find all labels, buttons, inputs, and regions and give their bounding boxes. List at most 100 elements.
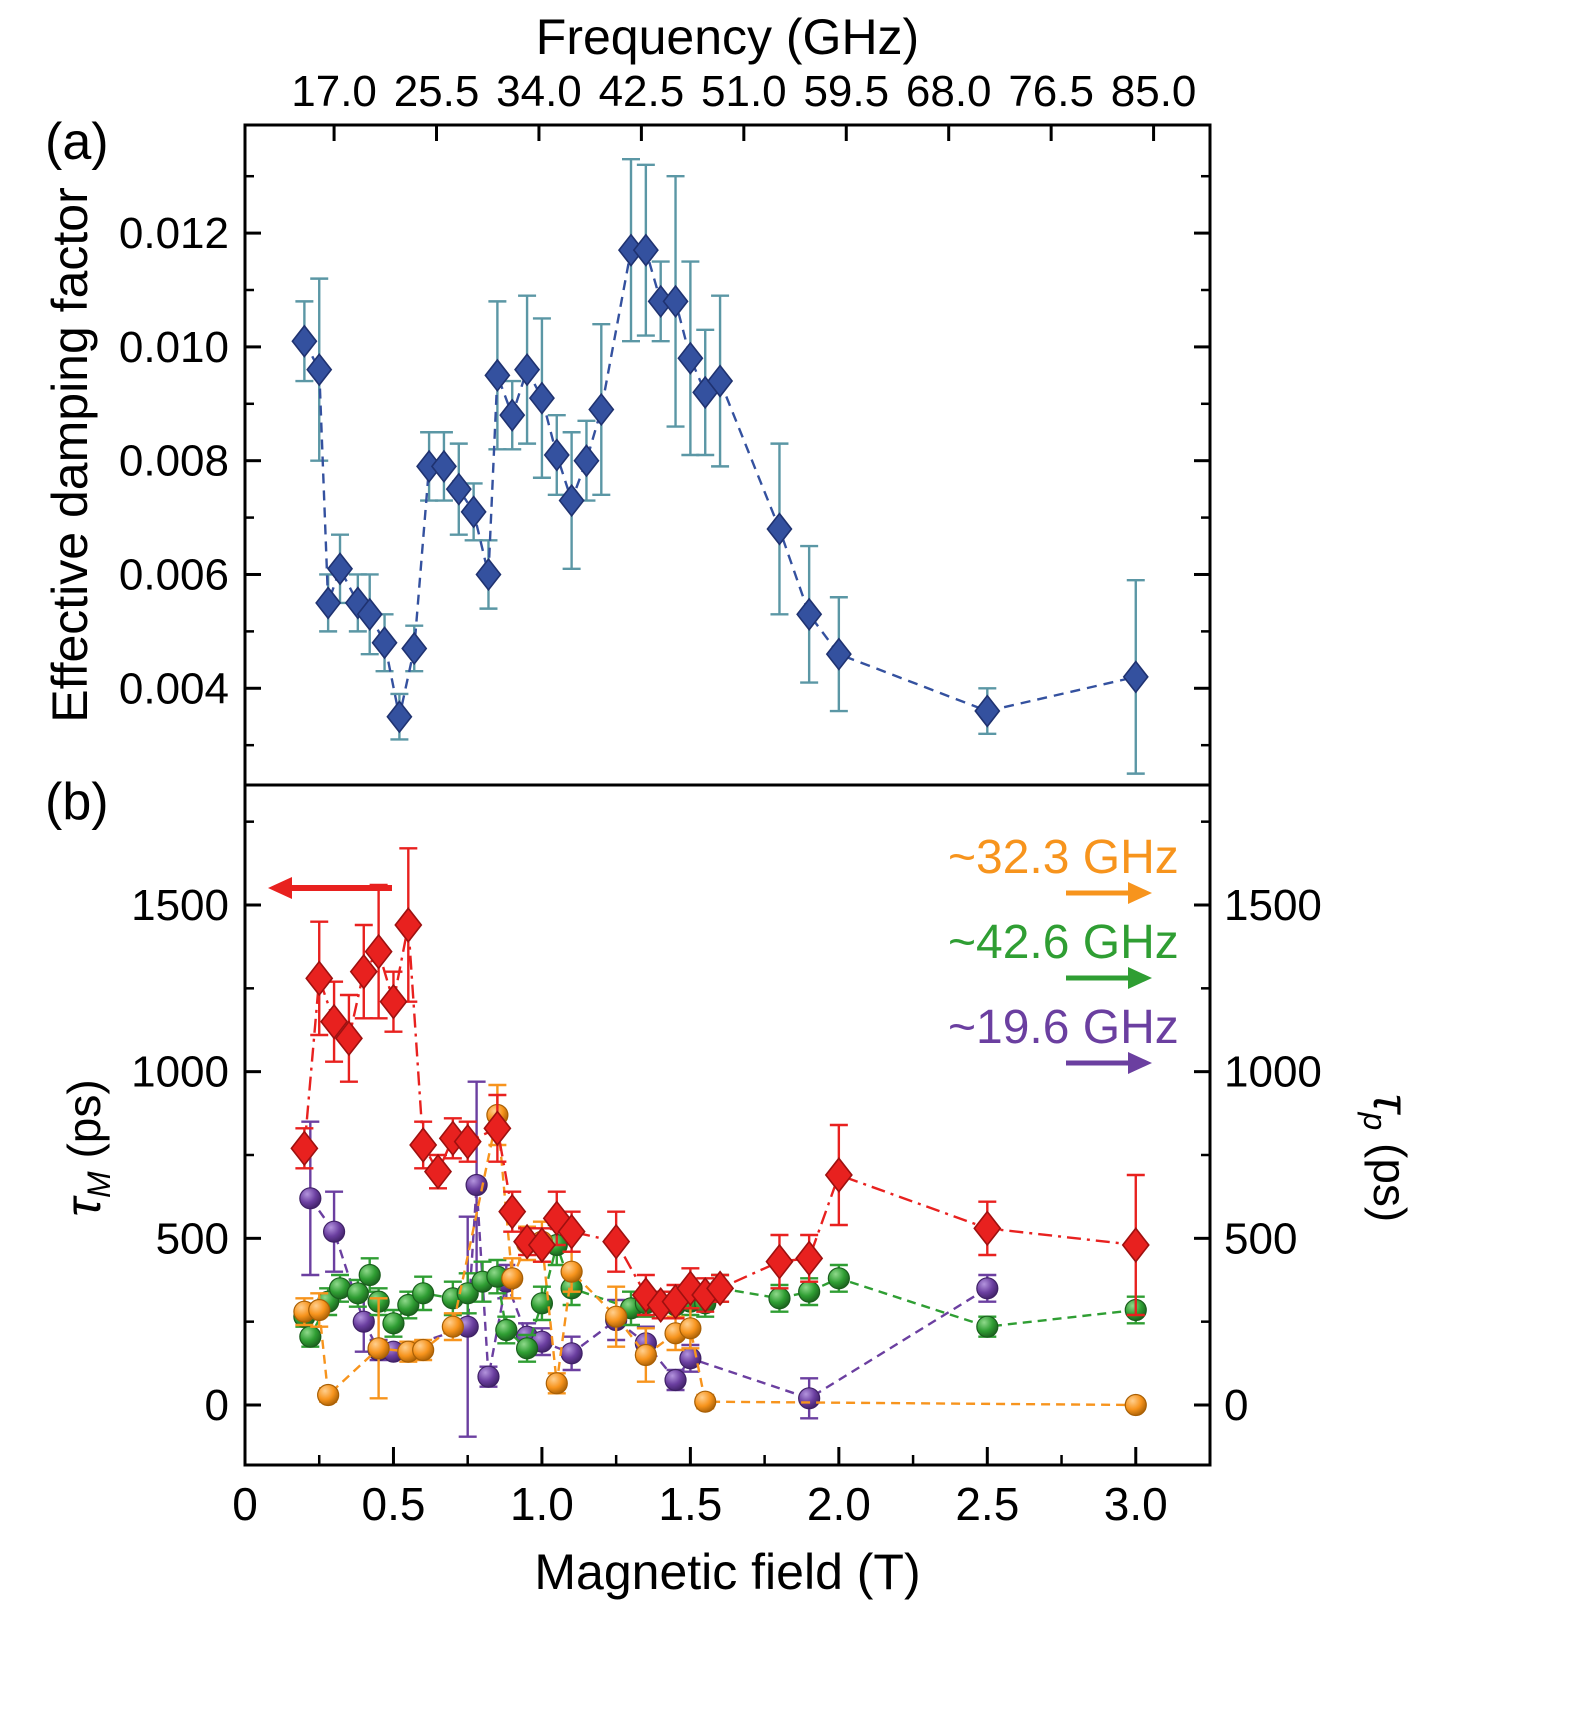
svg-text:1000: 1000 bbox=[1224, 1048, 1322, 1097]
axes bbox=[243, 125, 1212, 1465]
svg-text:500: 500 bbox=[156, 1214, 229, 1263]
tau-units: (ps) bbox=[58, 1079, 110, 1172]
markers bbox=[291, 233, 1149, 734]
sphere-marker bbox=[679, 1317, 702, 1340]
sphere-marker bbox=[299, 1187, 322, 1210]
series-effective-damping bbox=[291, 157, 1149, 775]
svg-text:2.0: 2.0 bbox=[807, 1478, 871, 1530]
series-line bbox=[303, 1240, 1136, 1351]
diamond-marker bbox=[632, 233, 659, 267]
series-line bbox=[309, 1184, 988, 1400]
legend-arrow-19ghz bbox=[1066, 1052, 1152, 1074]
tau-m-axis-arrow bbox=[268, 877, 392, 899]
sphere-marker bbox=[352, 1310, 375, 1333]
svg-text:0: 0 bbox=[1224, 1381, 1248, 1430]
tau-symbol: τ bbox=[55, 1197, 111, 1217]
diamond-marker bbox=[349, 953, 378, 990]
markers bbox=[293, 1103, 1147, 1417]
sphere-marker bbox=[515, 1337, 539, 1360]
legend-item-19ghz: ~19.6 GHz bbox=[948, 1001, 1179, 1054]
error-bars bbox=[301, 1080, 997, 1438]
panel-b-left-ylabel: τM (ps) bbox=[54, 1079, 118, 1216]
tick-labels: 17.0 25.5 34.0 42.5 51.0 59.5 68.0 76.5 85.0 0.00… bbox=[119, 67, 1322, 1530]
panel-a-ylabel: Effective damping factor bbox=[42, 187, 98, 723]
svg-text:0.008: 0.008 bbox=[119, 437, 229, 486]
legend-arrow-32ghz bbox=[1066, 882, 1152, 904]
diamond-marker bbox=[498, 1193, 527, 1230]
diamond-marker bbox=[795, 1240, 824, 1277]
svg-text:0: 0 bbox=[232, 1478, 258, 1530]
diamond-marker bbox=[558, 483, 585, 518]
diamond-marker bbox=[1122, 660, 1149, 694]
diamond-marker bbox=[528, 381, 555, 415]
tau-subscript: M bbox=[81, 1171, 117, 1198]
svg-text:0.010: 0.010 bbox=[119, 323, 229, 372]
series-line bbox=[303, 924, 1136, 1307]
tau-units: (ps) bbox=[1364, 1130, 1416, 1223]
diamond-marker bbox=[499, 398, 526, 432]
sphere-marker bbox=[560, 1342, 583, 1365]
diamond-marker bbox=[430, 449, 457, 484]
tau-symbol: τ bbox=[1363, 1093, 1419, 1113]
diamond-marker bbox=[1121, 1227, 1150, 1263]
sphere-marker bbox=[694, 1390, 717, 1413]
diamond-marker bbox=[602, 1223, 631, 1260]
sphere-marker bbox=[976, 1277, 999, 1300]
svg-text:59.5: 59.5 bbox=[803, 67, 889, 116]
legend-item-42ghz: ~42.6 GHz bbox=[948, 916, 1179, 969]
series-tau-p-19 bbox=[299, 1080, 999, 1438]
svg-text:0.012: 0.012 bbox=[119, 209, 229, 258]
diamond-marker bbox=[326, 552, 354, 586]
diamond-marker bbox=[394, 907, 423, 943]
diamond-marker bbox=[423, 1153, 453, 1190]
panel-b-frame bbox=[243, 783, 1212, 1467]
sphere-marker bbox=[358, 1263, 381, 1287]
diamond-marker bbox=[475, 557, 502, 592]
diamond-marker bbox=[379, 983, 408, 1020]
diamond-marker bbox=[527, 1227, 556, 1263]
panel-b-label: (b) bbox=[45, 773, 109, 831]
svg-text:1500: 1500 bbox=[1224, 881, 1322, 930]
diamond-marker bbox=[401, 631, 428, 666]
sphere-marker bbox=[664, 1368, 687, 1392]
legend-arrow-42ghz bbox=[1066, 967, 1152, 989]
legend-item-32ghz: ~32.3 GHz bbox=[948, 831, 1179, 884]
sphere-marker bbox=[976, 1315, 999, 1338]
sphere-marker bbox=[299, 1325, 322, 1348]
svg-text:3.0: 3.0 bbox=[1104, 1478, 1168, 1530]
diamond-marker bbox=[320, 1003, 349, 1040]
diamond-marker bbox=[460, 495, 487, 529]
sphere-marker bbox=[768, 1287, 791, 1310]
diamond-marker bbox=[824, 1157, 853, 1193]
svg-text:0.004: 0.004 bbox=[119, 664, 229, 713]
diamond-marker bbox=[707, 364, 734, 398]
sphere-marker bbox=[412, 1282, 435, 1305]
svg-text:1.5: 1.5 bbox=[658, 1478, 722, 1530]
diamond-marker bbox=[662, 284, 689, 319]
svg-text:0: 0 bbox=[205, 1381, 229, 1430]
svg-text:500: 500 bbox=[1224, 1214, 1297, 1263]
diamond-marker bbox=[796, 597, 823, 631]
panel-a-label: (a) bbox=[45, 113, 109, 171]
sphere-marker bbox=[346, 1282, 369, 1305]
diamond-marker bbox=[588, 392, 615, 427]
svg-text:25.5: 25.5 bbox=[394, 67, 480, 116]
diamond-marker bbox=[315, 586, 342, 620]
sphere-marker bbox=[827, 1267, 850, 1290]
svg-text:0.5: 0.5 bbox=[361, 1478, 425, 1530]
sphere-marker bbox=[367, 1337, 390, 1360]
series-tau-M bbox=[290, 847, 1150, 1323]
sphere-marker bbox=[477, 1365, 500, 1388]
svg-text:85.0: 85.0 bbox=[1111, 67, 1197, 116]
diamond-marker bbox=[290, 1130, 319, 1167]
panel-a-frame bbox=[243, 123, 1212, 787]
diamond-marker bbox=[825, 637, 852, 671]
svg-text:76.5: 76.5 bbox=[1008, 67, 1094, 116]
svg-text:17.0: 17.0 bbox=[291, 67, 377, 116]
sphere-marker bbox=[382, 1312, 405, 1335]
series-line bbox=[304, 1114, 1136, 1407]
svg-text:34.0: 34.0 bbox=[496, 67, 582, 116]
diamond-marker bbox=[305, 960, 334, 997]
